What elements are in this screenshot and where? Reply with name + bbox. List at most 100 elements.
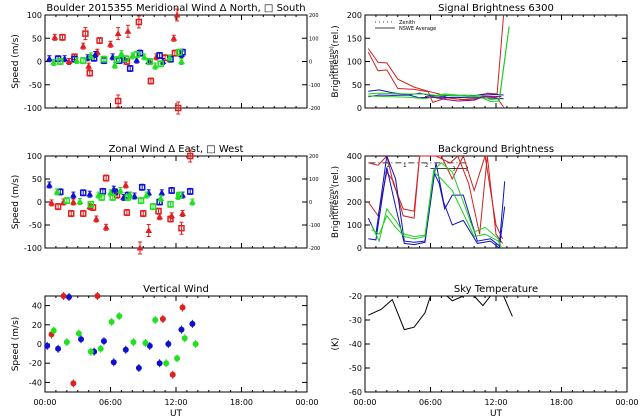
y-tick-label: -50: [29, 81, 42, 90]
y-tick-label: 0: [37, 198, 42, 207]
marker-circle: [174, 355, 181, 362]
data-point: [113, 56, 121, 64]
marker-square: [96, 37, 103, 44]
y-axis-label: Speed (m/s): [11, 175, 21, 230]
y-tick-label: 300: [347, 175, 362, 184]
data-point: [107, 40, 114, 48]
data-point: [67, 210, 75, 217]
y2-tick-label: 100: [309, 36, 319, 42]
y2-tick-label: 0: [309, 60, 312, 66]
data-point: [176, 191, 183, 199]
data-point: [51, 33, 59, 41]
data-point: [108, 317, 115, 326]
data-point: [100, 55, 108, 63]
marker-square: [67, 210, 75, 217]
y-tick-label: -20: [29, 359, 42, 368]
y-tick-label: -40: [349, 340, 362, 349]
data-point: [85, 62, 93, 70]
marker-triangle: [122, 181, 130, 188]
data-point: [86, 190, 94, 198]
x-axis-label: UT: [170, 409, 183, 419]
y-tick-label: 100: [27, 152, 42, 161]
marker-circle: [179, 304, 186, 311]
y-axis-label: Brightness (rel.): [331, 25, 341, 97]
data-point: [157, 194, 165, 202]
data-point: [92, 215, 100, 223]
plot-frame: [44, 295, 308, 393]
data-point: [70, 191, 77, 199]
data-point: [145, 224, 153, 238]
annotation-label: 2: [465, 167, 468, 173]
data-point: [50, 326, 57, 335]
data-point: [76, 198, 84, 206]
data-point: [75, 329, 82, 338]
marker-circle: [146, 342, 153, 349]
data-point: [50, 58, 58, 66]
marker-square: [167, 201, 174, 208]
marker-triangle: [179, 209, 186, 216]
x-tick-label: 00:00: [615, 398, 638, 407]
marker-triangle: [133, 56, 141, 63]
data-point: [91, 50, 99, 59]
y-tick-label: -30: [349, 316, 362, 325]
data-point: [181, 334, 188, 343]
data-point: [63, 338, 70, 347]
data-point: [86, 69, 94, 77]
marker-triangle: [76, 198, 84, 205]
data-point: [57, 58, 64, 65]
data-point: [63, 197, 71, 205]
data-point: [116, 312, 123, 321]
y-tick-label: 50: [352, 81, 362, 90]
marker-square: [102, 174, 110, 182]
y-tick-label: -50: [349, 364, 362, 373]
data-point: [143, 191, 150, 199]
marker-square: [168, 187, 175, 194]
data-point: [179, 303, 186, 312]
data-point: [186, 149, 194, 163]
data-point: [152, 316, 159, 324]
plot-frame: [364, 295, 628, 393]
y-tick-label: -60: [349, 388, 362, 397]
data-point: [167, 200, 174, 208]
marker-triangle: [87, 52, 95, 59]
marker-square: [136, 49, 144, 57]
marker-triangle: [46, 55, 53, 62]
data-point: [142, 339, 149, 348]
marker-square: [63, 197, 71, 204]
marker-square: [79, 57, 87, 64]
marker-triangle: [111, 61, 119, 68]
data-point: [146, 341, 153, 350]
data-point: [178, 221, 185, 235]
marker-circle: [165, 341, 172, 347]
x-tick-label: 06:00: [99, 398, 122, 407]
chart-title: Vertical Wind: [143, 284, 209, 295]
marker-square: [186, 152, 194, 160]
marker-circle: [55, 345, 62, 352]
marker-triangle: [178, 57, 185, 64]
data-point: [79, 42, 87, 50]
marker-circle: [44, 342, 51, 349]
data-point: [135, 15, 143, 29]
x-axis-label: UT: [490, 409, 503, 419]
data-point: [87, 200, 95, 208]
marker-square: [186, 188, 194, 195]
marker-circle: [169, 371, 176, 378]
marker-triangle: [156, 213, 163, 220]
marker-square: [100, 55, 108, 63]
marker-square: [156, 52, 163, 59]
y-tick-label: 200: [347, 11, 362, 20]
marker-square: [140, 210, 147, 217]
data-point: [163, 359, 170, 368]
data-point: [46, 55, 53, 63]
data-point: [110, 358, 117, 367]
data-point: [54, 203, 62, 211]
panel-zonal: Zonal Wind Δ East, □ West 100 50 0 -50 -100 Sp…: [11, 144, 335, 255]
marker-triangle: [70, 198, 77, 205]
marker-circle: [156, 360, 163, 367]
y2-axis-label: Speed (m/s): [329, 46, 335, 76]
data-point: [122, 181, 130, 189]
y-tick-label: 40: [32, 302, 42, 311]
data-point: [169, 370, 176, 379]
data-point: [44, 341, 51, 350]
marker-square: [149, 203, 157, 210]
